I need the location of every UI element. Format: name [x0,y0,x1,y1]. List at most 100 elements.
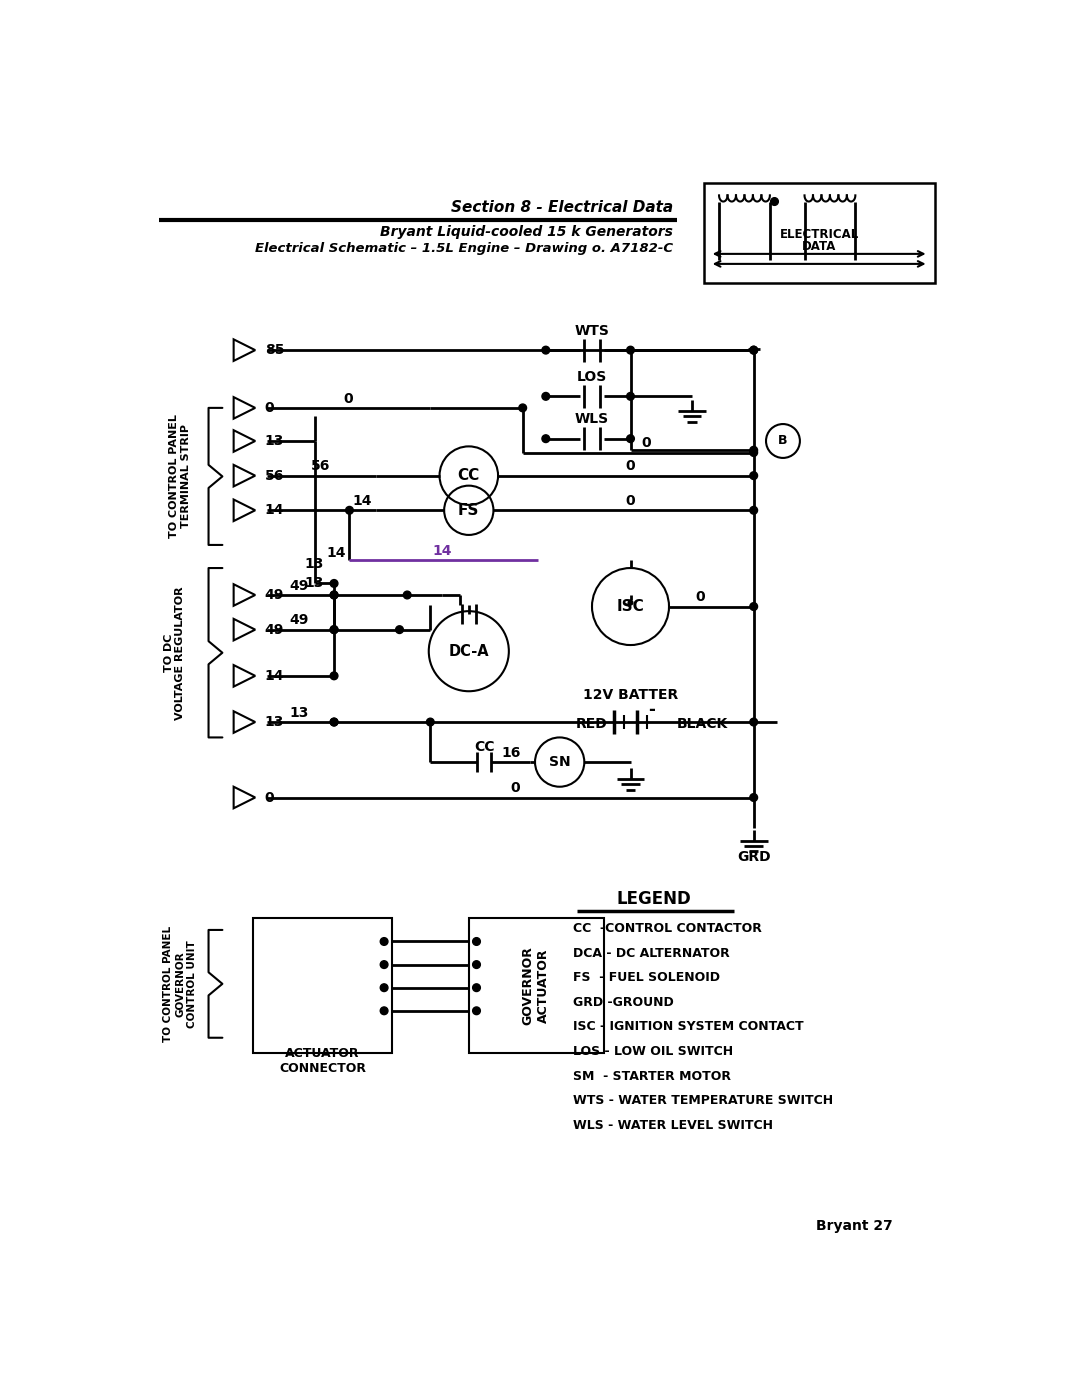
Text: 0: 0 [265,401,274,415]
Text: CC  -CONTROL CONTACTOR: CC -CONTROL CONTACTOR [572,922,761,935]
Text: Bryant 27: Bryant 27 [815,1220,892,1234]
Circle shape [473,1007,481,1014]
Circle shape [330,591,338,599]
Text: GRD: GRD [737,849,770,863]
Text: 56: 56 [311,460,330,474]
Text: CC: CC [474,739,495,753]
Text: TO CONTROL PANEL
GOVERNOR
CONTROL UNIT: TO CONTROL PANEL GOVERNOR CONTROL UNIT [163,926,197,1042]
Text: GRD -GROUND: GRD -GROUND [572,996,674,1009]
Text: 49: 49 [289,613,309,627]
Text: TO CONTROL PANEL
TERMINAL STRIP: TO CONTROL PANEL TERMINAL STRIP [170,415,191,538]
Text: 14: 14 [265,503,284,517]
Circle shape [330,718,338,726]
Text: 0: 0 [510,781,519,795]
Text: GOVERNOR
ACTUATOR: GOVERNOR ACTUATOR [522,946,550,1025]
Circle shape [380,1007,388,1014]
Text: DCA - DC ALTERNATOR: DCA - DC ALTERNATOR [572,947,729,960]
Circle shape [626,434,634,443]
Circle shape [473,961,481,968]
Text: ACTUATOR
CONNECTOR: ACTUATOR CONNECTOR [279,1046,366,1074]
Text: ISC: ISC [617,599,645,615]
Circle shape [542,434,550,443]
Circle shape [330,626,338,633]
Circle shape [771,197,779,205]
Text: WLS - WATER LEVEL SWITCH: WLS - WATER LEVEL SWITCH [572,1119,773,1132]
Text: 14: 14 [432,543,451,557]
Text: TO DC
VOLTAGE REGULATOR: TO DC VOLTAGE REGULATOR [164,585,186,719]
Text: 13: 13 [289,705,309,719]
Circle shape [330,580,338,587]
Circle shape [473,983,481,992]
Bar [469,918,604,1053]
Circle shape [518,404,527,412]
Text: Electrical Schematic – 1.5L Engine – Drawing o. A7182-C: Electrical Schematic – 1.5L Engine – Dra… [255,242,673,256]
Text: RED: RED [576,717,608,732]
Circle shape [380,983,388,992]
Text: 12V BATTER: 12V BATTER [583,689,678,703]
Circle shape [750,346,757,353]
Text: FS: FS [458,503,480,518]
Circle shape [330,591,338,599]
Text: 13: 13 [265,434,284,448]
Text: 16: 16 [501,746,521,760]
Circle shape [403,591,411,599]
Circle shape [750,447,757,454]
Text: Bryant Liquid-cooled 15 k Generators: Bryant Liquid-cooled 15 k Generators [380,225,673,239]
Circle shape [629,601,633,605]
Text: 49: 49 [289,578,309,592]
Text: WLS: WLS [575,412,609,426]
Text: LOS - LOW OIL SWITCH: LOS - LOW OIL SWITCH [572,1045,733,1058]
Text: 13: 13 [305,557,324,571]
Text: B: B [779,434,787,447]
Text: DATA: DATA [802,240,836,253]
Text: DC-A: DC-A [448,644,489,659]
Text: -: - [649,701,656,718]
Text: ELECTRICAL: ELECTRICAL [780,228,859,242]
Text: Section 8 - Electrical Data: Section 8 - Electrical Data [450,200,673,215]
Circle shape [750,718,757,726]
Circle shape [473,937,481,946]
Text: WTS: WTS [575,324,609,338]
Bar [704,183,934,284]
Text: 0: 0 [265,791,274,805]
Text: 0: 0 [625,495,635,509]
Circle shape [395,626,403,633]
Text: ISC - IGNITION SYSTEM CONTACT: ISC - IGNITION SYSTEM CONTACT [572,1020,804,1034]
Text: 85: 85 [265,344,284,358]
Circle shape [750,472,757,479]
Circle shape [626,393,634,400]
Text: 0: 0 [696,591,704,605]
Text: 49: 49 [265,623,284,637]
Text: 14: 14 [353,495,373,509]
Text: BLACK: BLACK [677,717,728,732]
Circle shape [750,507,757,514]
Circle shape [330,672,338,680]
Text: WTS - WATER TEMPERATURE SWITCH: WTS - WATER TEMPERATURE SWITCH [572,1094,833,1108]
Text: LEGEND: LEGEND [617,890,691,908]
Text: FS  - FUEL SOLENOID: FS - FUEL SOLENOID [572,971,719,983]
Text: 13: 13 [265,715,284,729]
Text: 56: 56 [265,468,284,482]
Circle shape [330,626,338,633]
Circle shape [750,793,757,802]
Circle shape [626,346,634,353]
Text: LOS: LOS [577,370,607,384]
Text: SM  - STARTER MOTOR: SM - STARTER MOTOR [572,1070,731,1083]
Text: 49: 49 [265,588,284,602]
Circle shape [750,346,757,353]
Text: 0: 0 [625,460,635,474]
Text: 14: 14 [265,669,284,683]
Text: SN: SN [549,756,570,770]
Circle shape [542,346,550,353]
Circle shape [330,718,338,726]
Circle shape [346,507,353,514]
Text: 0: 0 [642,436,651,450]
Bar [253,918,392,1053]
Circle shape [427,718,434,726]
Text: 14: 14 [326,546,346,560]
Text: 0: 0 [343,391,353,405]
Circle shape [542,393,550,400]
Text: CC: CC [458,468,480,483]
Text: 13: 13 [305,577,324,591]
Circle shape [750,602,757,610]
